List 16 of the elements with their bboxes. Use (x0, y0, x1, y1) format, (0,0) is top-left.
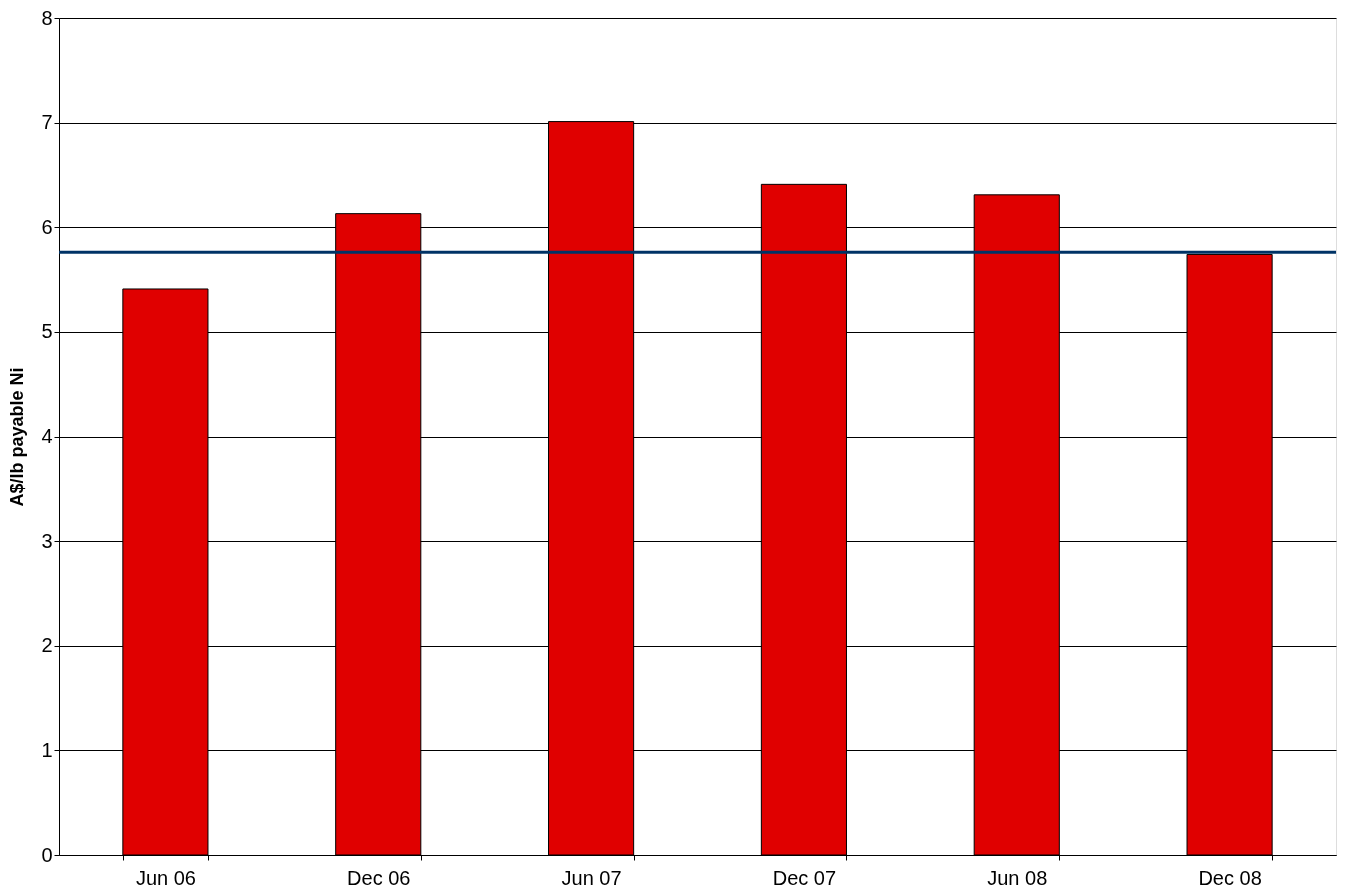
y-tick-label: 0 (41, 843, 53, 866)
y-axis-title: A$/lb payable Ni (7, 367, 28, 507)
x-tick-label: Dec 06 (347, 866, 411, 889)
y-tick-label: 8 (41, 6, 53, 29)
y-tick-label: 4 (41, 425, 53, 447)
y-tick-label: 5 (41, 320, 53, 343)
x-tick-label: Jun 06 (135, 866, 196, 889)
y-tick-label: 3 (41, 529, 53, 552)
x-tick-label: Dec 07 (772, 866, 837, 889)
y-tick-label: 1 (41, 738, 53, 761)
x-tick-label: Jun 07 (561, 866, 622, 889)
y-tick-label: 2 (41, 634, 53, 657)
y-tick-label: 7 (41, 111, 53, 134)
y-tick-label: 6 (41, 215, 53, 238)
x-tick-label: Jun 08 (987, 866, 1048, 889)
x-tick-label: Dec 08 (1198, 866, 1262, 889)
